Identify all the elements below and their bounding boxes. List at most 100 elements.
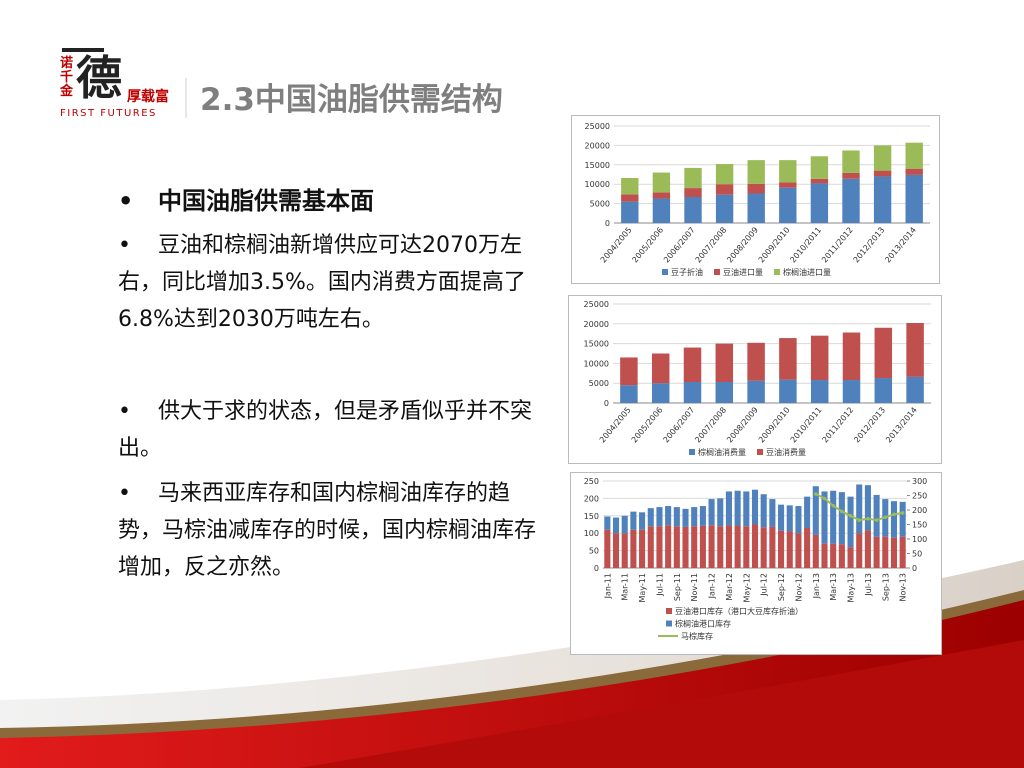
bar: [691, 526, 698, 568]
legend-label: 棕榈油消费量: [698, 447, 746, 457]
bar: [821, 543, 828, 568]
bullet-text: 中国油脂供需基本面: [158, 187, 374, 215]
line-marker: [892, 512, 896, 517]
bar: [847, 496, 854, 548]
bar: [734, 525, 741, 568]
bar: [873, 494, 880, 537]
legend-swatch: [662, 269, 668, 275]
bar: [890, 501, 898, 538]
bar: [842, 332, 861, 381]
bar: [684, 197, 702, 223]
x-tick-label: 2004/2005: [598, 405, 633, 444]
bar: [810, 178, 829, 184]
bar: [864, 530, 871, 568]
bar: [652, 172, 671, 193]
x-tick-label: 2010/2011: [788, 225, 823, 264]
chart-svg: 0 5000 10000 15000 20000 25000 2004/20052005/2…: [584, 300, 931, 457]
bar: [769, 526, 776, 568]
line-marker: [848, 514, 853, 518]
chart-svg: 0 50 100 150 200 250 0 50 100 150 200 250 300 Jan-11 M…: [584, 477, 928, 641]
bar: [682, 508, 689, 527]
line-marker: [814, 492, 818, 496]
y2-tick-label: 300: [912, 477, 927, 486]
x-tick-label: 2012/2013: [852, 225, 887, 264]
y-tick-label: 15000: [585, 161, 610, 170]
bar: [786, 505, 793, 532]
x-tick-label: Mar-12: [725, 573, 734, 601]
y-tick-label: 15000: [584, 340, 609, 349]
y-tick-label: 50: [589, 547, 599, 556]
y-tick-label: 0: [605, 219, 610, 228]
bar: [717, 498, 724, 527]
bar: [864, 485, 871, 531]
y-tick-label: 100: [584, 529, 599, 538]
bar: [715, 194, 734, 223]
bar: [612, 517, 620, 534]
bar: [751, 489, 759, 525]
bar: [639, 529, 646, 568]
x-tick-label: Jan-11: [603, 573, 612, 599]
logo-english: FIRST FUTURES: [60, 108, 157, 119]
bar: [873, 145, 892, 171]
bar: [699, 525, 706, 568]
bar: [779, 160, 797, 183]
bar: [856, 484, 863, 534]
bar: [621, 201, 639, 223]
legend-swatch: [689, 449, 695, 455]
bar: [812, 486, 819, 535]
bar: [842, 172, 860, 179]
y-tick-label: 200: [584, 494, 599, 503]
bar: [842, 150, 860, 173]
bar: [747, 160, 765, 184]
bar: [769, 499, 776, 527]
y-tick-label: 10000: [584, 359, 609, 368]
bar: [621, 515, 628, 534]
x-tick-label: Jul-13: [864, 573, 873, 597]
x-tick-label: 2011/2012: [820, 225, 855, 264]
bullet-text: 马来西亚库存和国内棕榈油库存的趋势，马棕油减库存的时候，国内棕榈油库存增加，反之…: [118, 481, 537, 580]
x-tick-label: 2013/2014: [884, 405, 919, 444]
line-marker: [831, 503, 835, 508]
x-tick-label: Mar-13: [829, 573, 838, 601]
y-tick-label: 20000: [584, 320, 609, 329]
bar: [665, 506, 672, 526]
bar: [620, 357, 638, 386]
bar: [905, 174, 923, 223]
legend-label: 棕榈油港口库存: [675, 619, 731, 629]
x-tick-label: Jan-13: [812, 573, 821, 599]
bar: [715, 164, 734, 185]
bar: [779, 379, 797, 403]
bar: [684, 167, 702, 189]
bar: [779, 182, 797, 188]
bar: [810, 156, 829, 179]
slide-title: 2.3中国油脂供需结构: [200, 82, 503, 118]
bar: [604, 529, 611, 568]
bar: [874, 327, 893, 379]
x-tick-label: 2008/2009: [725, 405, 760, 444]
bar: [620, 385, 638, 403]
line-marker: [883, 515, 888, 520]
x-tick-label: 2008/2009: [725, 225, 760, 264]
legend-label: 豆油进口量: [723, 267, 763, 277]
logo-tag: 厚载富: [127, 89, 169, 105]
bar: [725, 525, 732, 568]
chart-svg: 0 5000 10000 15000 20000 25000 2004/20052005/2…: [585, 122, 930, 277]
bar: [810, 183, 829, 223]
x-tick-label: Nov-12: [794, 573, 803, 601]
bar: [708, 499, 715, 526]
x-tick-label: 2005/2006: [630, 405, 665, 444]
bullet-text: 供大于求的状态，但是矛盾似乎并不突出。: [118, 399, 533, 461]
bar: [682, 526, 689, 568]
bar: [656, 507, 663, 527]
bar: [747, 380, 765, 403]
bar: [751, 524, 759, 568]
bar: [683, 347, 702, 383]
bar: [652, 198, 671, 223]
bar: [715, 382, 734, 403]
bar: [842, 178, 860, 223]
bar: [612, 533, 620, 568]
y-tick-label: 20000: [585, 141, 610, 150]
x-tick-label: Jul-12: [760, 573, 769, 597]
